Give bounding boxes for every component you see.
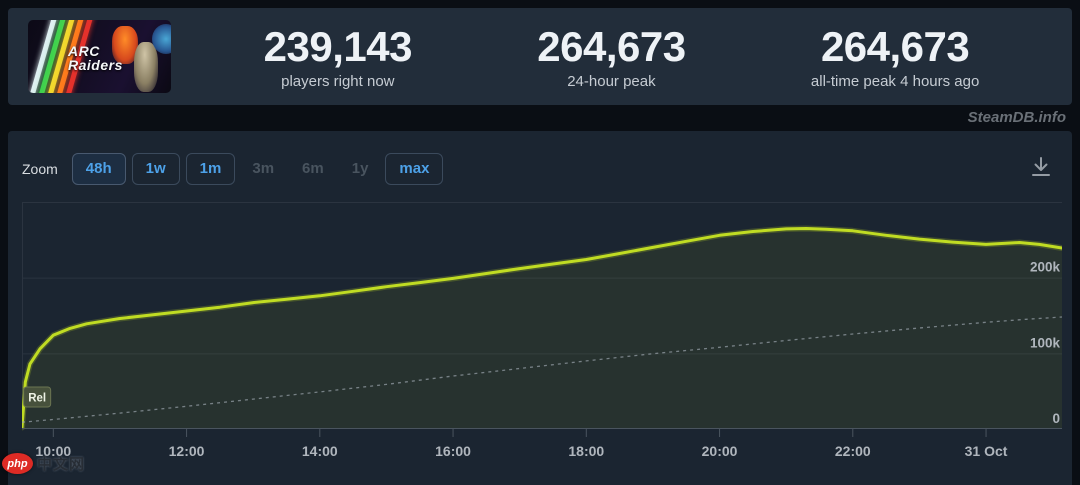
stat-value: 264,673 bbox=[820, 22, 970, 70]
svg-text:Rel: Rel bbox=[28, 393, 46, 405]
zoom-toolbar: Zoom 48h 1w 1m 3m 6m 1y max bbox=[22, 151, 444, 187]
stat-label: players right now bbox=[281, 72, 395, 90]
zoom-range-6m: 6m bbox=[291, 153, 335, 185]
php-logo-icon: php bbox=[2, 453, 33, 474]
stat-alltime-peak: 264,673 all-time peak 4 hours ago bbox=[810, 22, 980, 90]
chart-axis bbox=[22, 428, 1062, 437]
zoom-range-1y: 1y bbox=[341, 153, 380, 185]
svg-text:200k: 200k bbox=[1030, 260, 1061, 275]
stat-value: 264,673 bbox=[537, 22, 686, 70]
zoom-range-48h[interactable]: 48h bbox=[71, 153, 126, 185]
chart-series bbox=[22, 225, 1062, 431]
svg-text:0: 0 bbox=[1052, 411, 1060, 426]
zoom-range-1m[interactable]: 1m bbox=[185, 153, 236, 185]
watermark-text: 中文网 bbox=[37, 456, 86, 473]
y-axis-labels: 200k 100k 0 bbox=[1030, 260, 1061, 426]
svg-text:22:00: 22:00 bbox=[835, 443, 871, 459]
capsule-character bbox=[134, 42, 158, 92]
zoom-range-1w[interactable]: 1w bbox=[131, 153, 180, 185]
stat-24h-peak: 264,673 24-hour peak bbox=[537, 22, 686, 90]
stat-players-now: 239,143 players right now bbox=[263, 22, 413, 90]
chart-gridlines bbox=[22, 202, 1062, 429]
chart-panel: Zoom 48h 1w 1m 3m 6m 1y max 10:00 12:00 14… bbox=[8, 131, 1072, 485]
site-watermark: php 中文网 bbox=[2, 453, 85, 474]
stat-label: all-time peak 4 hours ago bbox=[810, 72, 980, 90]
download-icon bbox=[1032, 157, 1050, 176]
zoom-label: Zoom bbox=[22, 161, 58, 177]
header-stats-bar: ARC Raiders 239,143 players right now 26… bbox=[8, 8, 1072, 105]
game-logo-text: ARC Raiders bbox=[68, 43, 123, 73]
svg-text:14:00: 14:00 bbox=[302, 443, 338, 459]
stat-label: 24-hour peak bbox=[567, 72, 656, 90]
zoom-range-3m: 3m bbox=[241, 153, 285, 185]
svg-text:12:00: 12:00 bbox=[169, 443, 205, 459]
download-chart-button[interactable] bbox=[1028, 155, 1054, 183]
zoom-range-max[interactable]: max bbox=[385, 153, 444, 185]
svg-text:18:00: 18:00 bbox=[568, 443, 604, 459]
svg-text:31 Oct: 31 Oct bbox=[965, 443, 1008, 459]
svg-text:100k: 100k bbox=[1030, 335, 1061, 350]
game-capsule-image[interactable]: ARC Raiders bbox=[28, 20, 171, 93]
player-count-chart[interactable]: 10:00 12:00 14:00 16:00 18:00 20:00 22:00 31 Oc… bbox=[22, 202, 1062, 464]
stats-row: 239,143 players right now 264,673 24-hou… bbox=[171, 22, 1072, 90]
capsule-character bbox=[152, 24, 171, 54]
x-axis-labels: 10:00 12:00 14:00 16:00 18:00 20:00 22:00 31 Oc… bbox=[35, 443, 1007, 459]
capsule-character bbox=[112, 26, 138, 64]
release-flag: Rel bbox=[23, 386, 52, 408]
steamdb-attribution: SteamDB.info bbox=[967, 109, 1066, 126]
svg-text:10:00: 10:00 bbox=[35, 443, 71, 459]
stat-value: 239,143 bbox=[263, 22, 413, 70]
svg-text:16:00: 16:00 bbox=[435, 443, 471, 459]
svg-text:20:00: 20:00 bbox=[702, 443, 738, 459]
